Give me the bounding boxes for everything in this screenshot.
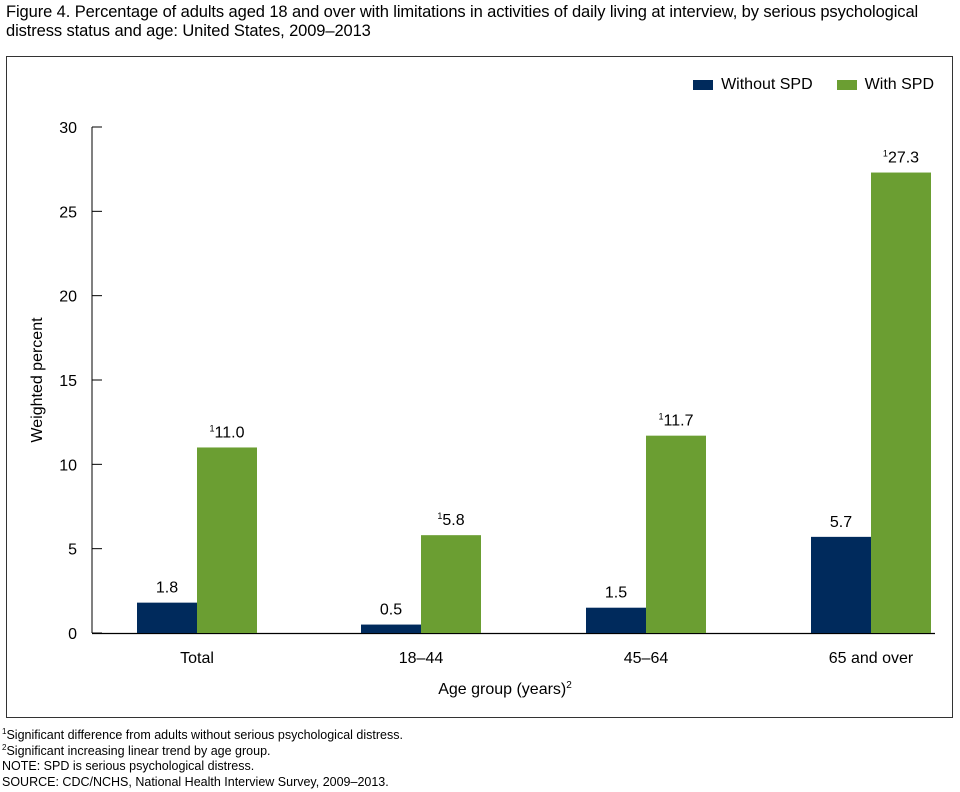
data-label: 111.0 [210,423,245,441]
data-label-value: 5.8 [442,512,464,529]
footnotes: 1Significant difference from adults with… [2,728,403,790]
y-tick-label: 15 [59,373,77,390]
data-label: 15.8 [437,511,464,529]
footnote-1: 1Significant difference from adults with… [2,727,403,743]
data-label: 127.3 [883,149,919,167]
bar-without-spd [811,536,871,633]
x-tick-label: Total [180,650,214,667]
data-label: 1.5 [605,585,627,602]
footnote-2: 2Significant increasing linear trend by … [2,742,271,758]
legend-swatch-with-spd [836,80,857,90]
data-label-value: 27.3 [888,150,919,167]
x-tick-label: 45–64 [624,650,669,667]
y-tick-label: 0 [68,626,77,643]
chart-frame [6,56,953,718]
footnote-source: SOURCE: CDC/NCHS, National Health Interv… [2,774,389,789]
data-label-superscript: 1 [883,149,888,159]
bar-with-spd [421,535,481,633]
data-label-value: 11.7 [664,413,694,430]
y-axis-label: Weighted percent [29,317,46,443]
bar-without-spd [361,624,421,633]
footnote-note: NOTE: SPD is serious psychological distr… [2,759,255,773]
data-label: 1.8 [156,580,178,597]
bar-with-spd [646,435,706,633]
x-tick-label: 65 and over [829,650,914,667]
bar-without-spd [586,607,646,633]
legend-item-without-spd: Without SPD [693,76,813,94]
data-label-superscript: 1 [210,423,215,433]
data-label-value: 11.0 [215,424,245,441]
legend-swatch-without-spd [693,80,714,90]
x-axis-label: Age group (years)2 [438,680,572,698]
legend-label-without-spd: Without SPD [721,76,813,93]
legend-item-with-spd: With SPD [836,76,934,94]
x-tick-label: 18–44 [399,650,444,667]
data-label-superscript: 1 [659,412,664,422]
figure-title: Figure 4. Percentage of adults aged 18 a… [6,3,919,40]
data-label-superscript: 1 [437,511,442,521]
y-tick-label: 20 [59,289,77,306]
data-label: 5.7 [830,514,852,531]
bar-without-spd [137,602,197,633]
data-label: 111.7 [659,412,694,430]
y-tick-label: 10 [59,457,77,474]
y-tick-label: 5 [68,542,77,559]
data-label: 0.5 [380,602,402,619]
legend: Without SPD With SPD [693,76,934,94]
y-tick-label: 30 [59,120,77,137]
bar-with-spd [871,172,931,634]
x-axis-label-superscript: 2 [566,680,572,691]
legend-label-with-spd: With SPD [864,76,934,93]
bar-with-spd [197,447,257,633]
y-tick-label: 25 [59,204,77,221]
